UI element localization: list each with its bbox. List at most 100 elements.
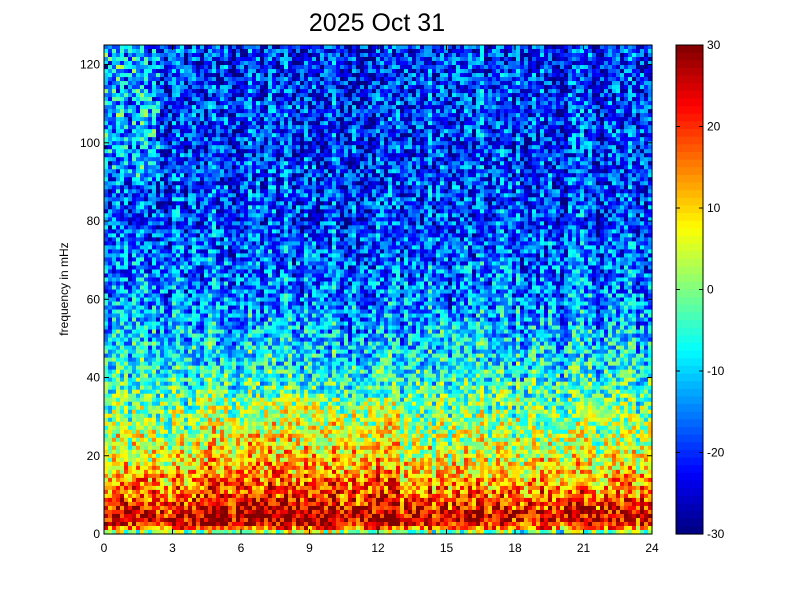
heatmap-cell [380, 89, 385, 94]
heatmap-cell [628, 77, 633, 82]
heatmap-cell [308, 181, 313, 186]
heatmap-cell [520, 109, 525, 114]
heatmap-cell [612, 165, 617, 170]
heatmap-cell [472, 137, 477, 142]
heatmap-cell [628, 45, 633, 50]
heatmap-cell [612, 81, 617, 86]
heatmap-cell [456, 85, 461, 90]
heatmap-cell [120, 69, 125, 74]
heatmap-cell [208, 105, 213, 110]
heatmap-cell [416, 129, 421, 134]
heatmap-cell [164, 69, 169, 74]
heatmap-cell [544, 45, 549, 50]
heatmap-cell [320, 185, 325, 190]
heatmap-cell [428, 113, 433, 118]
heatmap-cell [496, 45, 501, 50]
heatmap-cell [532, 141, 537, 146]
heatmap-cell [564, 145, 569, 150]
heatmap-cell [572, 81, 577, 86]
heatmap-cell [328, 113, 333, 118]
heatmap-cell [556, 61, 561, 66]
heatmap-cell [584, 125, 589, 130]
heatmap-cell [548, 169, 553, 174]
heatmap-cell [128, 161, 133, 166]
heatmap-cell [116, 89, 121, 94]
heatmap-cell [524, 145, 529, 150]
heatmap-cell [304, 61, 309, 66]
heatmap-cell [412, 145, 417, 150]
heatmap-cell [556, 169, 561, 174]
heatmap-cell [504, 93, 509, 98]
heatmap-cell [588, 181, 593, 186]
heatmap-cell [224, 157, 229, 162]
heatmap-cell [556, 73, 561, 78]
heatmap-cell [640, 185, 645, 190]
heatmap-cell [384, 113, 389, 118]
heatmap-cell [164, 185, 169, 190]
heatmap-cell [244, 145, 249, 150]
heatmap-cell [552, 145, 557, 150]
heatmap-cell [192, 113, 197, 118]
heatmap-cell [324, 53, 329, 58]
heatmap-cell [452, 153, 457, 158]
heatmap-cell [340, 105, 345, 110]
heatmap-cell [512, 65, 517, 70]
heatmap-cell [232, 53, 237, 58]
heatmap-cell [260, 101, 265, 106]
heatmap-cell [568, 133, 573, 138]
heatmap-cell [200, 105, 205, 110]
heatmap-cell [176, 133, 181, 138]
heatmap-cell [208, 77, 213, 82]
heatmap-cell [320, 93, 325, 98]
heatmap-cell [156, 109, 161, 114]
heatmap-cell [112, 189, 117, 194]
heatmap-cell [528, 125, 533, 130]
heatmap-cell [248, 153, 253, 158]
heatmap-cell [192, 81, 197, 86]
heatmap-cell [468, 101, 473, 106]
heatmap-cell [168, 149, 173, 154]
heatmap-cell [312, 73, 317, 78]
heatmap-cell [540, 85, 545, 90]
heatmap-cell [456, 141, 461, 146]
heatmap-cell [468, 81, 473, 86]
heatmap-cell [240, 49, 245, 54]
heatmap-cell [404, 141, 409, 146]
heatmap-cell [360, 81, 365, 86]
heatmap-cell [260, 65, 265, 70]
heatmap-cell [184, 125, 189, 130]
heatmap-cell [148, 161, 153, 166]
heatmap-cell [488, 81, 493, 86]
heatmap-cell [596, 153, 601, 158]
heatmap-cell [252, 185, 257, 190]
heatmap-cell [152, 149, 157, 154]
heatmap-cell [140, 117, 145, 122]
heatmap-cell [516, 117, 521, 122]
heatmap-cell [144, 49, 149, 54]
heatmap-cell [208, 85, 213, 90]
heatmap-cell [396, 53, 401, 58]
heatmap-cell [164, 97, 169, 102]
heatmap-cell [508, 89, 513, 94]
heatmap-cell [272, 81, 277, 86]
heatmap-cell [192, 125, 197, 130]
heatmap-cell [256, 81, 261, 86]
heatmap-cell [476, 57, 481, 62]
heatmap-cell [140, 109, 145, 114]
heatmap-cell [196, 89, 201, 94]
heatmap-cell [260, 137, 265, 142]
heatmap-cell [472, 85, 477, 90]
heatmap-cell [528, 169, 533, 174]
heatmap-cell [464, 45, 469, 50]
heatmap-cell [392, 177, 397, 182]
heatmap-cell [520, 53, 525, 58]
heatmap-cell [480, 121, 485, 126]
heatmap-cell [184, 61, 189, 66]
heatmap-cell [500, 49, 505, 54]
heatmap-cell [400, 185, 405, 190]
heatmap-cell [484, 97, 489, 102]
heatmap-cell [208, 65, 213, 70]
heatmap-cell [448, 117, 453, 122]
heatmap-cell [308, 65, 313, 70]
heatmap-cell [264, 149, 269, 154]
